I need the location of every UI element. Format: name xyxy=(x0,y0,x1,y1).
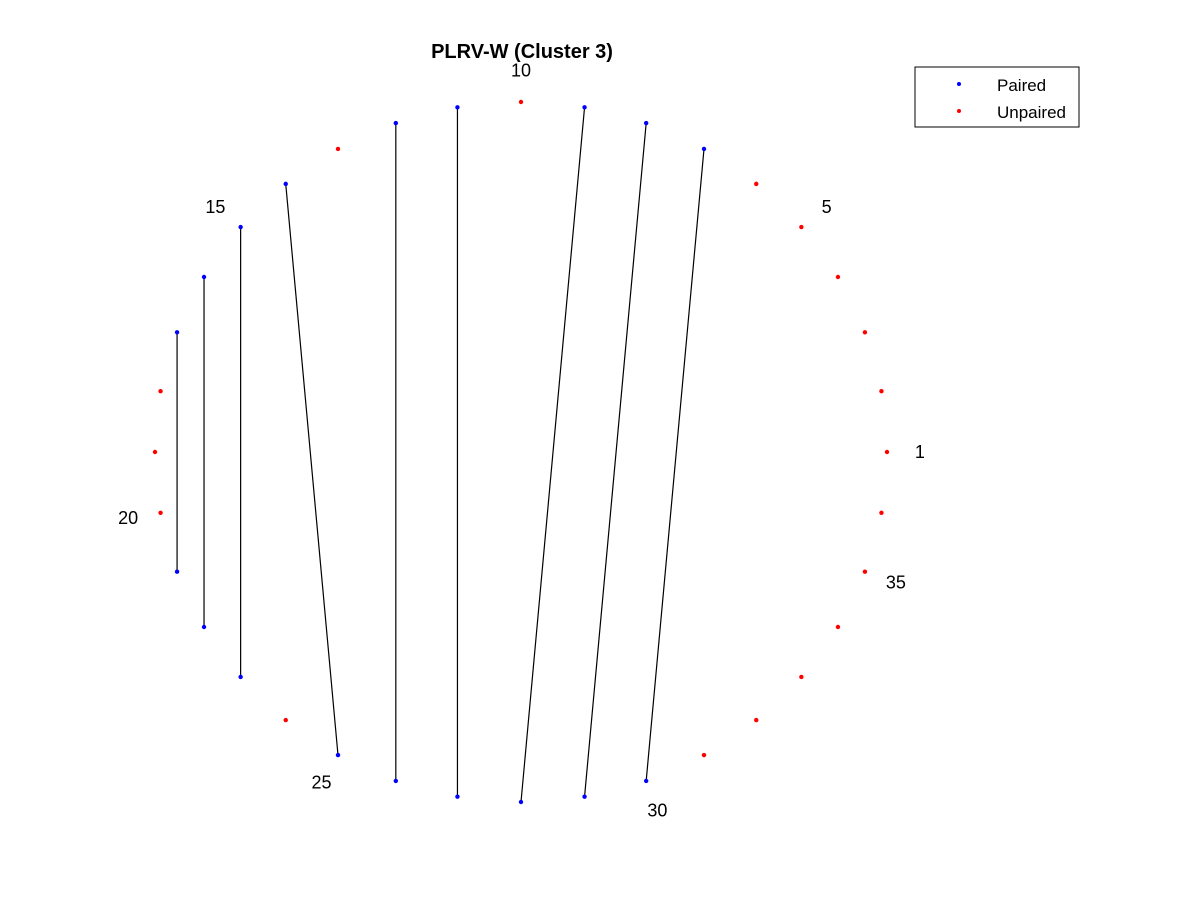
chart-title: PLRV-W (Cluster 3) xyxy=(431,41,613,63)
node-22 xyxy=(201,624,207,630)
legend-box xyxy=(914,66,1080,128)
node-36 xyxy=(879,510,884,515)
legend-label-paired: Paired xyxy=(997,76,1046,95)
node-33 xyxy=(799,674,804,680)
node-24 xyxy=(283,717,288,723)
node-26 xyxy=(393,778,399,784)
node-23 xyxy=(238,674,243,680)
node-3 xyxy=(862,330,868,335)
index-label-10: 10 xyxy=(511,61,531,81)
index-label-25: 25 xyxy=(312,772,332,792)
node-31 xyxy=(701,752,707,758)
index-label-15: 15 xyxy=(205,197,225,217)
index-label-5: 5 xyxy=(822,197,832,217)
node-1 xyxy=(884,449,890,455)
node-34 xyxy=(835,624,841,630)
node-25 xyxy=(335,752,341,758)
pair-link-14-25 xyxy=(285,183,339,756)
node-20 xyxy=(158,510,163,515)
node-12 xyxy=(393,120,399,126)
node-points xyxy=(152,99,890,805)
node-30 xyxy=(643,778,649,784)
node-27 xyxy=(455,794,460,799)
legend-label-unpaired: Unpaired xyxy=(997,103,1066,122)
node-9 xyxy=(582,105,587,110)
node-13 xyxy=(335,146,341,152)
pair-link-9-28 xyxy=(520,107,586,803)
node-10 xyxy=(518,99,524,105)
pair-link-7-30 xyxy=(645,148,705,781)
node-2 xyxy=(879,389,884,394)
node-6 xyxy=(754,181,759,187)
node-8 xyxy=(643,120,649,126)
node-14 xyxy=(283,181,288,187)
legend-marker-unpaired xyxy=(957,109,961,113)
pair-link-8-29 xyxy=(583,123,647,797)
node-15 xyxy=(238,224,243,230)
index-label-20: 20 xyxy=(118,508,138,528)
node-11 xyxy=(455,105,460,110)
node-35 xyxy=(862,569,868,574)
node-32 xyxy=(754,717,759,723)
node-29 xyxy=(582,794,587,799)
index-label-30: 30 xyxy=(647,800,667,820)
node-19 xyxy=(152,449,158,455)
node-16 xyxy=(201,274,207,280)
node-28 xyxy=(518,799,524,805)
node-5 xyxy=(799,224,804,230)
legend: Paired Unpaired xyxy=(914,66,1080,128)
node-18 xyxy=(158,389,163,394)
index-label-1: 1 xyxy=(915,442,925,462)
legend-marker-paired xyxy=(957,82,961,86)
pair-links xyxy=(176,107,705,803)
node-7 xyxy=(701,146,707,152)
node-4 xyxy=(835,274,841,280)
node-17 xyxy=(174,330,180,335)
node-21 xyxy=(174,569,180,574)
index-label-35: 35 xyxy=(886,572,906,592)
